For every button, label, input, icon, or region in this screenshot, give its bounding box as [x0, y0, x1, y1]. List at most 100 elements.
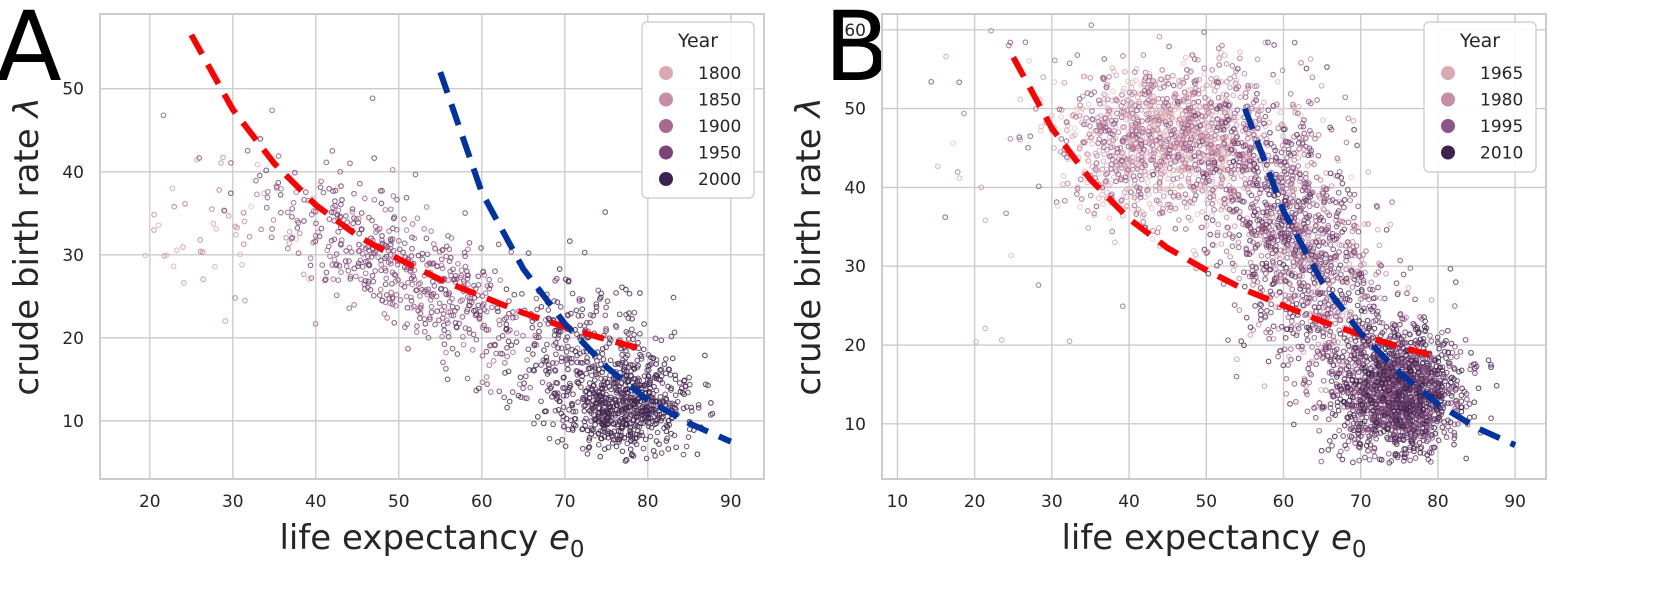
data-point	[1375, 284, 1381, 291]
data-point	[425, 286, 432, 293]
data-point	[558, 358, 565, 365]
data-point	[305, 276, 312, 282]
data-point	[232, 295, 238, 301]
data-point	[541, 347, 547, 353]
data-point	[1104, 82, 1110, 88]
data-point	[1153, 197, 1160, 204]
data-point	[394, 196, 400, 203]
data-point	[1209, 212, 1215, 219]
data-point	[1100, 158, 1107, 165]
data-point	[621, 435, 628, 441]
data-point	[1131, 89, 1138, 96]
data-point	[469, 347, 476, 353]
data-point	[1318, 458, 1325, 465]
data-point	[454, 351, 461, 357]
data-point	[597, 453, 604, 460]
data-point	[1262, 113, 1269, 120]
data-point	[578, 384, 584, 390]
data-point	[557, 304, 564, 310]
data-point	[1163, 138, 1170, 145]
data-point	[1225, 176, 1231, 182]
data-point	[575, 379, 582, 386]
data-point	[1168, 182, 1175, 189]
data-point	[600, 382, 607, 389]
data-point	[427, 261, 434, 267]
panel-a-ytick-label: 30	[62, 246, 84, 266]
data-point	[456, 320, 462, 327]
data-point	[1223, 248, 1230, 255]
data-point	[196, 155, 203, 161]
data-point	[1318, 82, 1325, 89]
data-point	[1142, 168, 1148, 175]
data-point	[355, 248, 362, 254]
data-point	[1193, 167, 1200, 173]
data-point	[1325, 447, 1332, 453]
data-point	[638, 356, 645, 362]
data-point	[680, 451, 687, 458]
data-point	[1100, 139, 1107, 146]
data-point	[1295, 103, 1302, 110]
data-point	[1236, 208, 1243, 215]
data-point	[1231, 148, 1237, 154]
data-point	[1165, 153, 1172, 160]
data-point	[593, 399, 600, 406]
data-point	[1261, 99, 1267, 106]
data-point	[330, 204, 336, 211]
data-point	[489, 304, 495, 311]
data-point	[1236, 55, 1243, 62]
data-point	[1315, 132, 1322, 138]
data-point	[220, 206, 227, 213]
data-point	[599, 407, 606, 413]
data-point	[1139, 118, 1145, 124]
data-point	[628, 411, 635, 418]
data-point	[600, 412, 607, 419]
data-point	[1170, 82, 1177, 89]
data-point	[609, 440, 616, 446]
data-point	[1190, 247, 1197, 254]
data-point	[565, 426, 572, 433]
data-point	[1365, 169, 1372, 175]
data-point	[581, 396, 588, 403]
data-point	[631, 400, 638, 407]
data-point	[417, 280, 423, 286]
data-point	[589, 385, 596, 392]
data-point	[662, 370, 669, 377]
data-point	[597, 399, 603, 406]
data-point	[1304, 408, 1311, 415]
data-point	[1155, 225, 1162, 231]
data-point	[1106, 215, 1113, 222]
data-point	[616, 386, 623, 393]
data-point	[350, 220, 357, 227]
data-point	[583, 415, 589, 422]
data-point	[618, 424, 625, 431]
data-point	[473, 311, 480, 318]
data-point	[590, 411, 597, 418]
data-point	[1336, 452, 1342, 459]
data-point	[1213, 103, 1220, 109]
data-point	[1355, 203, 1361, 210]
data-point	[1389, 199, 1395, 205]
data-point	[626, 420, 633, 427]
data-point	[558, 355, 565, 361]
data-point	[1058, 114, 1064, 120]
data-point	[1209, 67, 1216, 73]
data-point	[409, 221, 416, 227]
data-point	[1304, 163, 1311, 169]
data-point	[339, 197, 345, 203]
data-point	[618, 408, 625, 415]
data-point	[441, 327, 448, 334]
data-point	[612, 410, 619, 417]
data-point	[151, 227, 157, 233]
data-point	[511, 291, 518, 298]
data-point	[444, 376, 451, 383]
data-point	[483, 326, 490, 333]
data-point	[1221, 52, 1228, 59]
data-point	[296, 230, 303, 237]
data-point	[533, 295, 540, 302]
data-point	[1027, 133, 1034, 140]
data-point	[1383, 226, 1390, 233]
data-point	[1260, 209, 1266, 216]
data-point	[1462, 336, 1469, 343]
data-point	[551, 298, 557, 304]
data-point	[1354, 281, 1361, 287]
